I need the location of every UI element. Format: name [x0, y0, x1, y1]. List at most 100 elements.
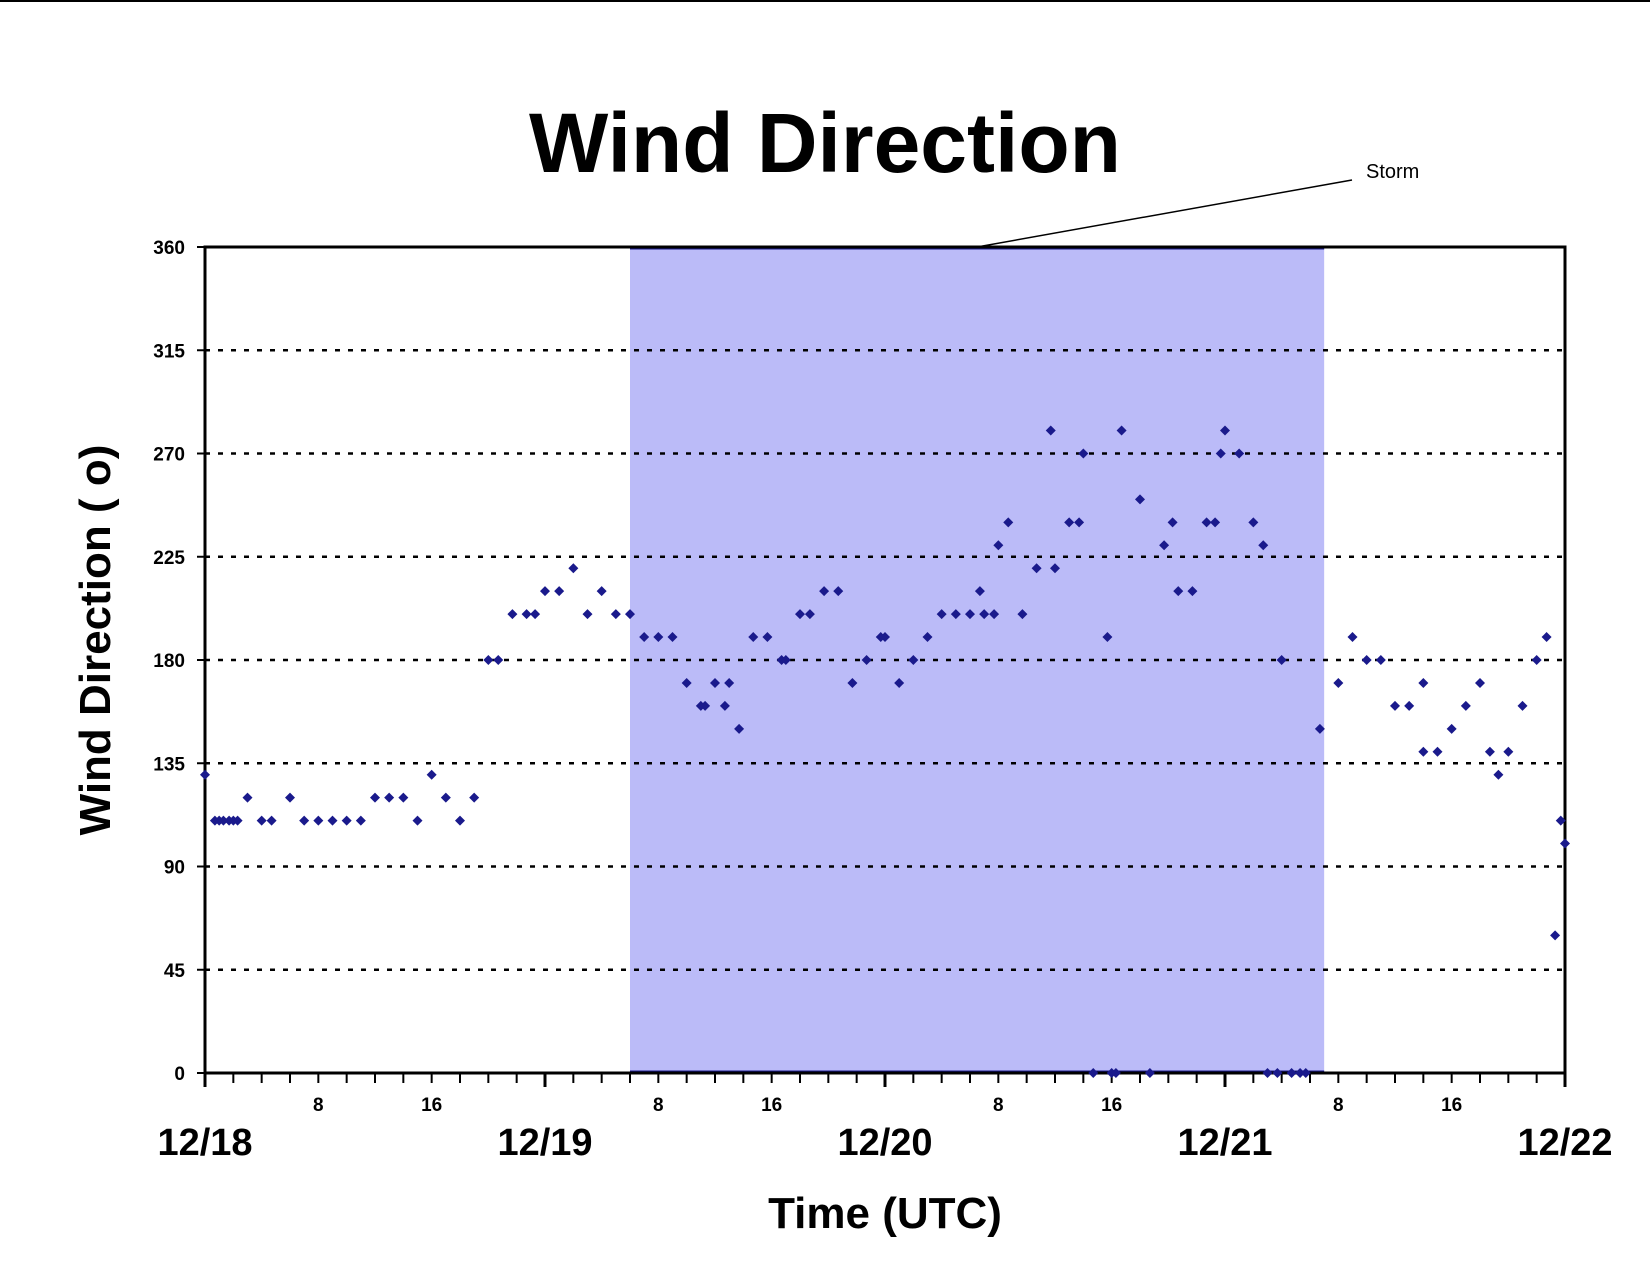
data-point: [218, 815, 229, 826]
data-point: [266, 815, 277, 826]
data-point: [819, 586, 830, 597]
x-axis-label: Time (UTC): [768, 1189, 1002, 1238]
data-point: [440, 792, 451, 803]
data-point: [1074, 517, 1085, 528]
data-point: [894, 677, 905, 688]
data-point: [748, 632, 759, 643]
data-point: [1541, 632, 1552, 643]
chart-title: Wind Direction: [529, 96, 1121, 190]
data-point: [780, 655, 791, 665]
data-point: [530, 609, 541, 620]
data-point: [285, 792, 295, 803]
hour-tick-label: 8: [653, 1095, 664, 1116]
data-point: [1045, 425, 1056, 436]
data-point: [1550, 930, 1561, 941]
data-point: [847, 677, 858, 688]
data-point: [521, 609, 532, 620]
data-point: [1173, 586, 1184, 597]
data-point: [1110, 1068, 1121, 1078]
data-point: [1404, 700, 1415, 711]
data-point: [455, 815, 465, 826]
data-point: [1220, 425, 1230, 436]
data-point: [341, 815, 352, 826]
data-point: [469, 792, 480, 803]
data-point: [370, 792, 380, 803]
y-tick-label: 90: [164, 858, 185, 879]
data-point: [1116, 425, 1127, 436]
data-point: [724, 677, 735, 688]
data-point: [582, 609, 593, 620]
data-point: [596, 586, 607, 597]
data-point: [412, 815, 423, 826]
data-point: [880, 632, 890, 643]
day-tick-label: 12/22: [1517, 1122, 1612, 1164]
data-point: [908, 655, 919, 665]
hour-tick-label: 16: [421, 1095, 442, 1116]
data-point: [922, 632, 933, 643]
data-point: [950, 609, 961, 620]
data-point: [1531, 655, 1542, 665]
data-point: [1234, 448, 1245, 459]
data-point: [554, 586, 565, 597]
data-point: [1503, 746, 1514, 757]
data-point: [989, 609, 1000, 620]
data-point: [1475, 677, 1485, 688]
hour-tick-label: 8: [1333, 1095, 1344, 1116]
data-point: [1286, 1068, 1297, 1078]
data-point: [1064, 517, 1075, 528]
data-point: [1159, 540, 1170, 551]
data-point: [1262, 1068, 1273, 1078]
y-tick-label: 180: [153, 651, 185, 672]
data-point: [1300, 1068, 1311, 1078]
data-point: [1187, 586, 1198, 597]
data-point: [979, 609, 990, 620]
data-point: [700, 700, 711, 711]
data-point: [568, 563, 579, 574]
y-tick-label: 0: [174, 1064, 185, 1085]
data-point: [1333, 677, 1344, 688]
data-point: [1484, 746, 1495, 757]
y-tick-label: 360: [153, 238, 185, 259]
data-point: [936, 609, 947, 620]
data-point: [493, 655, 504, 665]
day-tick-label: 12/20: [837, 1122, 932, 1164]
data-point: [833, 586, 844, 597]
hour-tick-label: 16: [1101, 1095, 1122, 1116]
data-point: [804, 609, 815, 620]
data-point: [1295, 1068, 1306, 1078]
data-point: [1017, 609, 1028, 620]
data-point: [1555, 815, 1566, 826]
data-point: [667, 632, 678, 643]
y-tick-label: 45: [164, 961, 186, 982]
point-layer: [200, 425, 1570, 1078]
hour-tick-label: 8: [313, 1095, 324, 1116]
day-tick-label: 12/21: [1177, 1122, 1272, 1164]
data-point: [610, 609, 621, 620]
data-point: [795, 609, 805, 620]
data-point: [710, 677, 720, 688]
data-point: [1031, 563, 1042, 574]
data-point: [861, 655, 872, 665]
data-point: [1258, 540, 1269, 551]
data-point: [1418, 746, 1429, 757]
data-point: [1446, 723, 1457, 734]
data-point: [1493, 769, 1504, 780]
data-point: [1248, 517, 1259, 528]
data-point: [1347, 632, 1358, 643]
y-tick-label: 225: [153, 548, 185, 569]
data-point: [734, 723, 745, 734]
hour-tick-label: 8: [993, 1095, 1004, 1116]
hour-tick-label: 16: [761, 1095, 782, 1116]
data-point: [1210, 517, 1221, 528]
data-point: [242, 792, 253, 803]
data-point: [1460, 700, 1471, 711]
data-point: [1215, 448, 1226, 459]
storm-annotation: Storm: [1366, 161, 1419, 183]
y-axis-label: Wind Direction ( o): [71, 445, 120, 836]
day-tick-label: 12/18: [157, 1122, 252, 1164]
data-point: [1135, 494, 1145, 505]
data-point: [653, 632, 664, 643]
grid-layer: [205, 349, 1565, 971]
y-tick-label: 315: [153, 341, 185, 362]
